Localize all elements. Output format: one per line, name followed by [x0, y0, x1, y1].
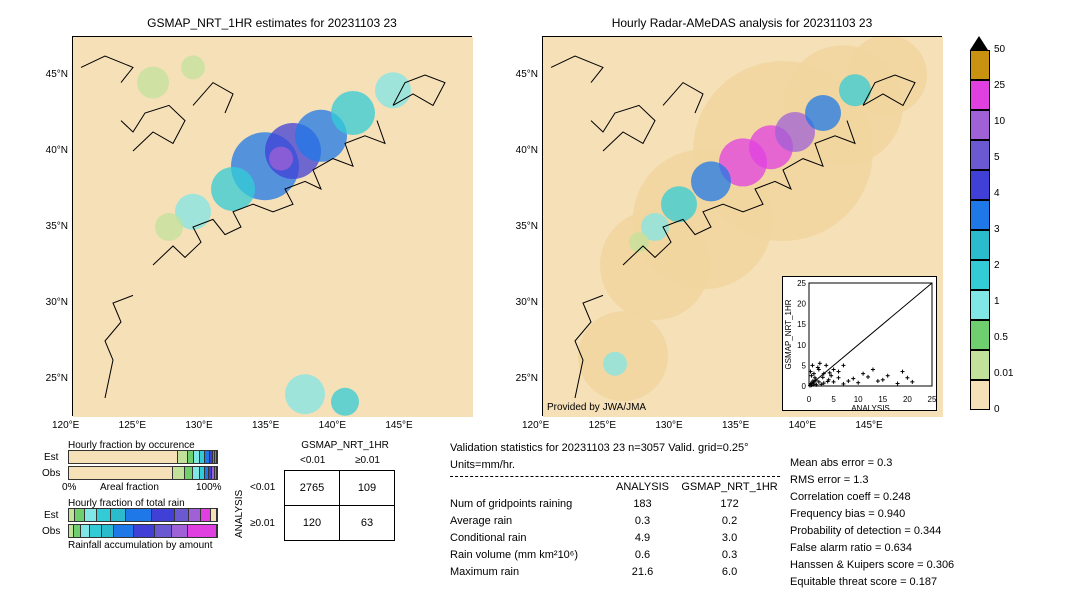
svg-text:15: 15 — [878, 395, 887, 404]
svg-text:25: 25 — [928, 395, 937, 404]
svg-text:0: 0 — [807, 395, 812, 404]
svg-text:ANALYSIS: ANALYSIS — [851, 404, 890, 412]
svg-text:20: 20 — [903, 395, 912, 404]
acc-title: Rainfall accumulation by amount — [68, 540, 213, 551]
provided-label: Provided by JWA/JMA — [547, 402, 646, 413]
cont-ge-row: ≥0.01 — [250, 518, 275, 529]
svg-text:25: 25 — [797, 279, 806, 288]
svg-text:5: 5 — [802, 361, 807, 370]
contingency-table: 2765109 12063 — [284, 470, 395, 541]
cont-row-header: ANALYSIS — [234, 478, 245, 538]
val-col1: ANALYSIS — [606, 479, 679, 496]
occ-obs-bar — [68, 466, 218, 480]
left-map-title: GSMAP_NRT_1HR estimates for 20231103 23 — [72, 16, 472, 30]
tot-est-bar — [68, 508, 218, 522]
cont-10: 120 — [285, 506, 340, 541]
scatter-inset: 00 5 5 10 10 15 15 20 20 25 25 ANALYSIS GSMAP_NRT_1H… — [782, 276, 937, 411]
cont-01: 109 — [340, 471, 395, 506]
svg-text:20: 20 — [797, 300, 806, 309]
cont-lt-row: <0.01 — [250, 482, 275, 493]
cont-ge-col: ≥0.01 — [355, 455, 380, 466]
svg-text:10: 10 — [854, 395, 863, 404]
pct100-label: 100% — [196, 482, 222, 493]
occ-obs-label: Obs — [42, 468, 60, 479]
tot-obs-label: Obs — [42, 526, 60, 537]
colorbar — [970, 50, 988, 410]
occ-est-bar — [68, 450, 218, 464]
right-map-title: Hourly Radar-AMeDAS analysis for 2023110… — [542, 16, 942, 30]
metrics-block: Mean abs error = 0.3RMS error = 1.3Corre… — [790, 455, 1060, 591]
val-col2: GSMAP_NRT_1HR — [679, 479, 780, 496]
tot-obs-bar — [68, 524, 218, 538]
svg-text:0: 0 — [802, 382, 807, 391]
svg-text:10: 10 — [797, 341, 806, 350]
occ-est-label: Est — [44, 452, 58, 463]
pct0-label: 0% — [62, 482, 76, 493]
validation-block: Validation statistics for 20231103 23 n=… — [450, 440, 780, 581]
cont-lt-col: <0.01 — [300, 455, 325, 466]
validation-header: Validation statistics for 20231103 23 n=… — [450, 440, 780, 477]
svg-text:15: 15 — [797, 320, 806, 329]
areal-label: Areal fraction — [100, 482, 159, 493]
tot-est-label: Est — [44, 510, 58, 521]
cont-11: 63 — [340, 506, 395, 541]
cont-00: 2765 — [285, 471, 340, 506]
left-map — [72, 36, 472, 416]
svg-text:GSMAP_NRT_1HR: GSMAP_NRT_1HR — [784, 299, 793, 369]
svg-text:5: 5 — [831, 395, 836, 404]
right-map: Provided by JWA/JMA 00 5 5 10 10 15 15 20 20 25 25… — [542, 36, 942, 416]
cont-col-header: GSMAP_NRT_1HR — [290, 440, 400, 451]
colorbar-top-triangle — [970, 36, 988, 50]
